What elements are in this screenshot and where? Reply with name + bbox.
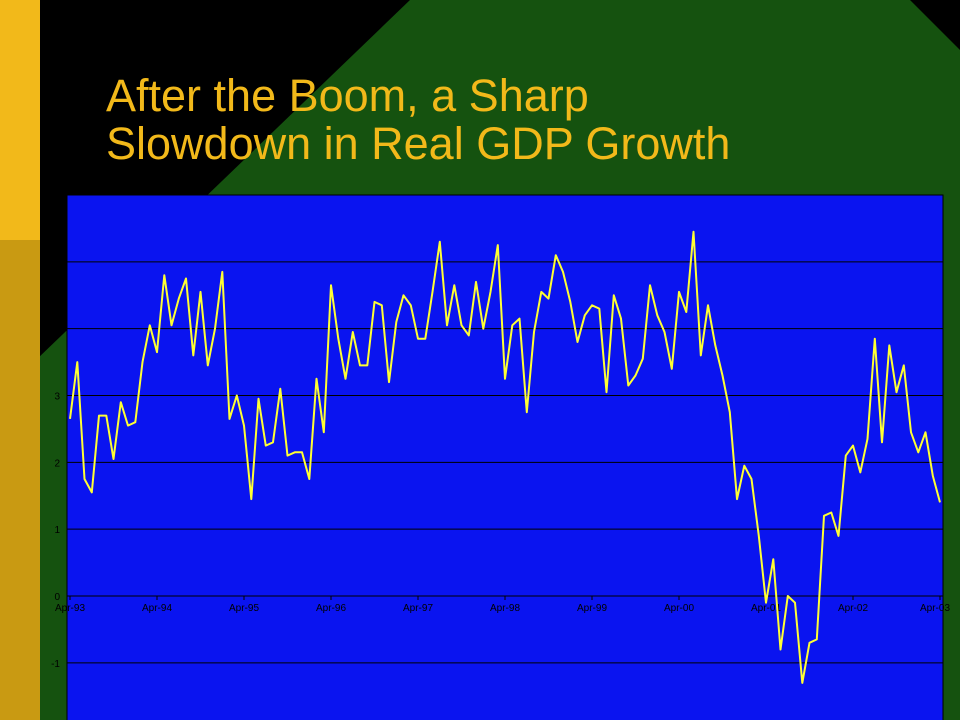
x-tick-label: Apr-00 <box>664 603 694 614</box>
y-tick-label: 5 <box>54 258 60 269</box>
y-tick-label: 2 <box>54 458 60 469</box>
gold-band-bottom <box>0 240 40 720</box>
x-axis-tick-labels: Apr-93 Apr-94 Apr-95 Apr-96 Apr-97 Apr-98 Apr-… <box>55 596 950 614</box>
x-tick-label: Apr-94 <box>142 603 172 614</box>
y-tick-label: 0 <box>54 592 60 603</box>
x-tick-label: Apr-97 <box>403 603 433 614</box>
y-tick-label: -1 <box>51 659 60 670</box>
slide-title-line-1: After the Boom, a Sharp <box>106 70 589 121</box>
x-tick-label: Apr-99 <box>577 603 607 614</box>
y-tick-label: 1 <box>54 525 60 536</box>
y-tick-label: 6 <box>54 191 60 202</box>
y-tick-label: 3 <box>54 392 60 403</box>
x-tick-label: Apr-02 <box>838 603 868 614</box>
gold-band-top <box>0 0 40 240</box>
y-axis-tick-labels: -1 0 1 2 3 4 5 6 <box>51 191 60 670</box>
x-tick-label: Apr-93 <box>55 603 85 614</box>
series-line <box>69 230 941 684</box>
x-tick-label: Apr-01 <box>751 603 781 614</box>
gdp-growth-line-chart: -1 0 1 2 3 4 5 6 Apr-93 Apr-94 Apr-95 Apr-96 Apr-97… <box>51 191 950 720</box>
x-tick-label: Apr-96 <box>316 603 346 614</box>
slide-title: After the Boom, a Sharp Slowdown in Real… <box>106 72 926 168</box>
x-tick-label: Apr-98 <box>490 603 520 614</box>
x-tick-label: Apr-03 <box>920 603 950 614</box>
x-tick-label: Apr-95 <box>229 603 259 614</box>
slide-title-line-2: Slowdown in Real GDP Growth <box>106 118 731 169</box>
y-tick-label: 4 <box>54 325 60 336</box>
